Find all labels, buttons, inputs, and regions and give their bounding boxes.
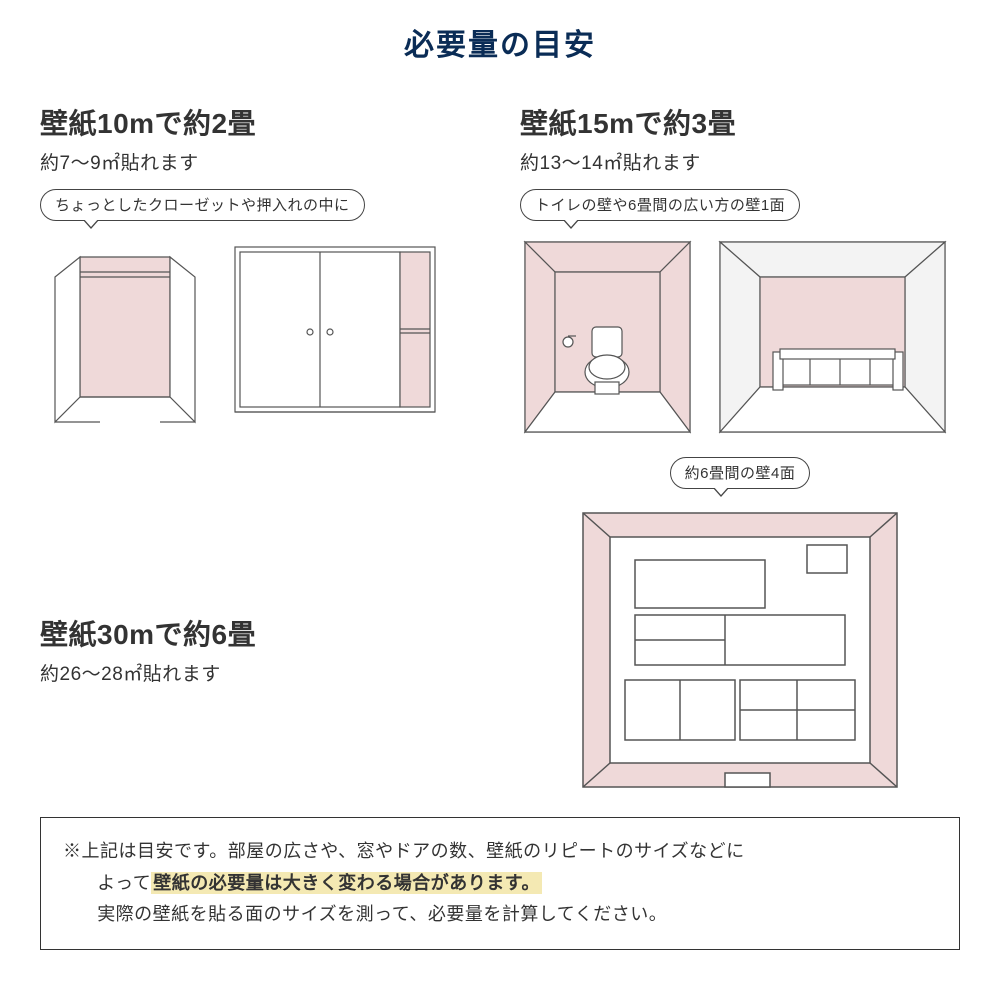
section-30m: 壁紙30mで約6畳 約26～28㎡貼れます (40, 553, 480, 700)
section-30m-bubble: 約6畳間の壁4面 (670, 457, 811, 489)
page-title: 必要量の目安 (40, 20, 960, 64)
section-10m: 壁紙10mで約2畳 約7～9㎡貼れます ちょっとしたクローゼットや押入れの中に (40, 102, 480, 437)
section-15m-illustration (520, 237, 960, 437)
section-30m-sub: 約26～28㎡貼れます (40, 659, 480, 686)
note-line-2: よって壁紙の必要量は大きく変わる場合があります。 (63, 868, 937, 900)
floorplan-icon (575, 505, 905, 795)
room-one-wall-icon (715, 237, 950, 437)
note-line-1: ※上記は目安です。部屋の広さや、窓やドアの数、壁紙のリピートのサイズなどに (63, 836, 937, 868)
section-30m-heading: 壁紙30mで約6畳 (40, 613, 480, 653)
section-10m-illustration (40, 237, 480, 427)
section-15m-bubble: トイレの壁や6畳間の広い方の壁1面 (520, 189, 800, 221)
section-10m-bubble: ちょっとしたクローゼットや押入れの中に (40, 189, 365, 221)
section-10m-heading: 壁紙10mで約2畳 (40, 102, 480, 142)
section-15m-heading: 壁紙15mで約3畳 (520, 102, 960, 142)
toilet-room-icon (520, 237, 695, 437)
section-15m-sub: 約13～14㎡貼れます (520, 148, 960, 175)
section-30m-visual: 約6畳間の壁4面 (520, 457, 960, 795)
info-grid: 壁紙10mで約2畳 約7～9㎡貼れます ちょっとしたクローゼットや押入れの中に (40, 102, 960, 795)
section-15m: 壁紙15mで約3畳 約13～14㎡貼れます トイレの壁や6畳間の広い方の壁1面 (520, 102, 960, 437)
oshiire-icon (230, 237, 445, 427)
note-highlight: 壁紙の必要量は大きく変わる場合があります。 (151, 872, 542, 894)
note-line-2-pre: よって (97, 873, 151, 893)
section-10m-sub: 約7～9㎡貼れます (40, 148, 480, 175)
note-line-3: 実際の壁紙を貼る面のサイズを測って、必要量を計算してください。 (63, 899, 937, 931)
note-box: ※上記は目安です。部屋の広さや、窓やドアの数、壁紙のリピートのサイズなどに よっ… (40, 817, 960, 950)
closet-icon (40, 237, 210, 427)
